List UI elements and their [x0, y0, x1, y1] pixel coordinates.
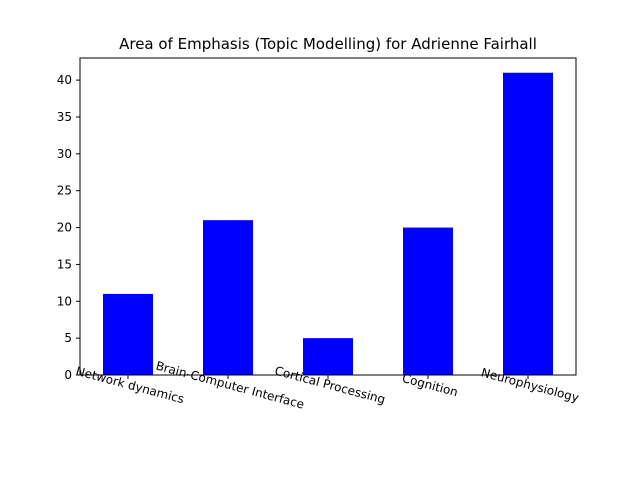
- y-tick-label: 10: [57, 294, 72, 308]
- y-tick-label: 25: [57, 184, 72, 198]
- bar-network-dynamics: [103, 293, 153, 375]
- bar-cortical-processing: [303, 338, 353, 375]
- bar-brain-computer-interface: [203, 220, 253, 375]
- plot-frame: [79, 57, 577, 376]
- bar-cognition: [403, 227, 453, 375]
- y-tick-label: 40: [57, 73, 72, 87]
- y-tick-label: 35: [57, 110, 72, 124]
- chart-title: Area of Emphasis (Topic Modelling) for A…: [119, 35, 537, 53]
- y-tick-label: 5: [64, 331, 72, 345]
- bar-neurophysiology: [503, 72, 553, 375]
- y-tick-label: 30: [57, 147, 72, 161]
- bars-group: [103, 72, 553, 375]
- y-tick-label: 20: [57, 221, 72, 235]
- y-tick-label: 0: [64, 368, 72, 382]
- y-axis: 0 5 10 15 20 25 30 35 40: [57, 73, 80, 382]
- y-tick-label: 15: [57, 257, 72, 271]
